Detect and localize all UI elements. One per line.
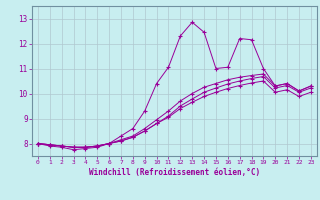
X-axis label: Windchill (Refroidissement éolien,°C): Windchill (Refroidissement éolien,°C)	[89, 168, 260, 177]
